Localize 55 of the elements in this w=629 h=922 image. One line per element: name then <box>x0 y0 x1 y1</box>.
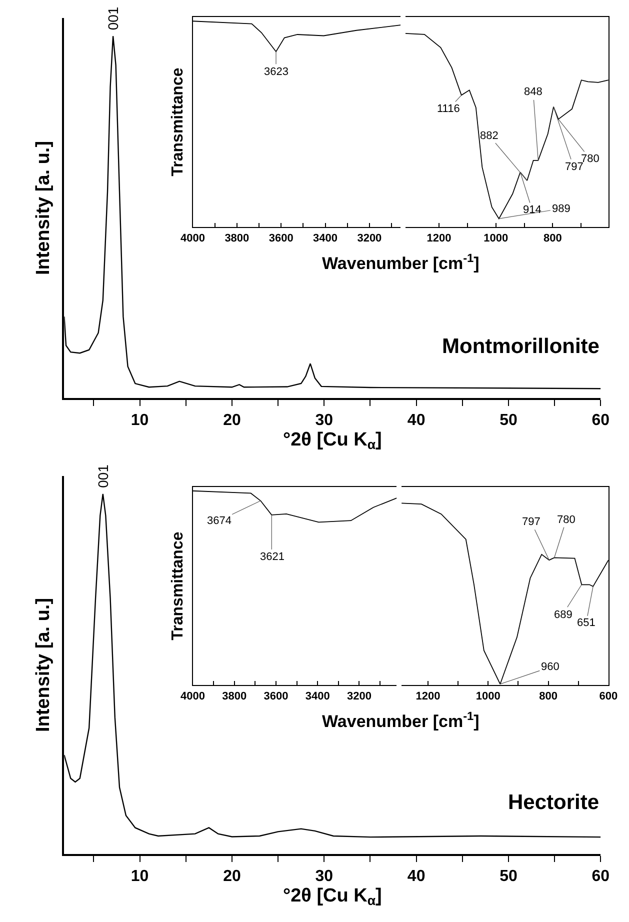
annotation: Hectorite <box>508 791 600 814</box>
x-tick-label: 3600 <box>268 232 294 244</box>
annotation: 3623 <box>264 66 288 78</box>
x-tick-label: 3400 <box>305 690 330 702</box>
annotation: 914 <box>523 204 542 216</box>
x-tick-label: 40 <box>407 868 426 885</box>
annotation: 960 <box>541 661 560 673</box>
x-tick-label: 1200 <box>426 232 452 244</box>
x-tick-label: 30 <box>315 412 334 429</box>
annotation: 651 <box>577 617 596 629</box>
x-tick-label: 3200 <box>347 690 372 702</box>
x-tick-label: 30 <box>315 868 334 885</box>
x-tick-label: 10 <box>130 412 149 429</box>
x-tick-label: 3800 <box>222 690 247 702</box>
x-tick-label: 1000 <box>484 232 508 244</box>
x-tick-label: 3800 <box>224 232 250 244</box>
x-tick-label: 3400 <box>313 232 338 244</box>
x-tick-label: 4000 <box>180 690 205 702</box>
annotation: 848 <box>524 86 542 98</box>
annotation: 797 <box>565 161 584 173</box>
y-axis-title: Intensity [a. u.] <box>32 598 54 732</box>
x-axis-title: °2θ [Cu K$_{α}$] <box>282 429 382 452</box>
annotation: Montmorillonite <box>442 335 600 358</box>
x-tick-label: 50 <box>500 868 518 885</box>
x-tick-label: 800 <box>539 690 558 702</box>
x-tick-label: 40 <box>407 412 426 429</box>
annotation: 1116 <box>437 103 460 115</box>
y-axis-title: Transmittance <box>170 68 187 176</box>
x-tick-label: 1000 <box>476 690 500 702</box>
x-tick-label: 60 <box>592 868 610 885</box>
annotation: 689 <box>554 609 572 621</box>
y-axis-title: Transmittance <box>170 532 187 640</box>
x-tick-label: 1200 <box>416 690 440 702</box>
x-tick-label: 60 <box>592 412 610 429</box>
annotation: 001 <box>104 6 121 30</box>
x-tick-label: 3200 <box>357 232 382 244</box>
annotation: 797 <box>522 516 540 528</box>
x-tick-label: 50 <box>500 412 518 429</box>
annotation: 882 <box>480 130 498 142</box>
x-tick-label: 800 <box>544 232 562 244</box>
x-tick-label: 20 <box>223 868 241 885</box>
annotation: 989 <box>552 203 570 215</box>
x-tick-label: 600 <box>599 690 618 702</box>
x-axis-title: °2θ [Cu K$_{α}$] <box>282 885 382 908</box>
x-tick-label: 10 <box>130 868 149 885</box>
x-tick-label: 20 <box>223 412 241 429</box>
annotation: 3674 <box>207 515 232 527</box>
x-axis-title: Wavenumber [cm$^{-1}$] <box>322 709 480 732</box>
y-axis-title: Intensity [a. u.] <box>32 140 54 276</box>
annotation: 780 <box>557 514 576 526</box>
x-axis-title: Wavenumber [cm$^{-1}$] <box>322 251 480 274</box>
annotation: 001 <box>94 464 111 488</box>
annotation: 3621 <box>260 551 284 563</box>
x-tick-label: 3600 <box>264 690 288 702</box>
x-tick-label: 4000 <box>180 232 205 244</box>
